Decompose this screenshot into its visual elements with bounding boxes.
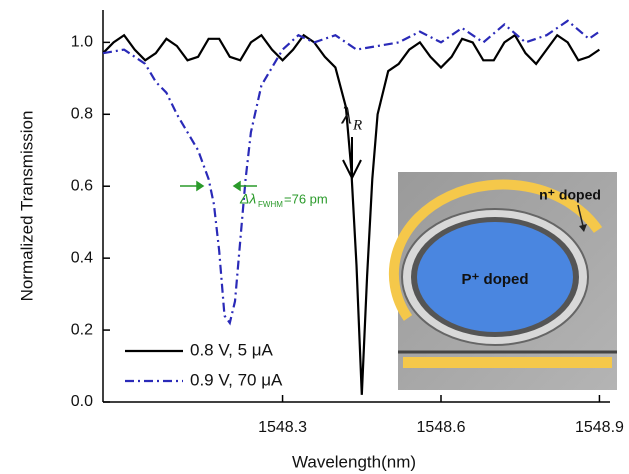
inset-image: n⁺ doped P⁺ doped [388, 172, 617, 390]
inset-label: P⁺ doped [461, 271, 528, 288]
y-tick-label: 0.8 [71, 106, 93, 123]
annotation: =76 pm [284, 191, 328, 206]
y-axis-label: Normalized Transmission [17, 111, 36, 302]
y-tick-label: 1.0 [71, 34, 93, 51]
legend-label: 0.8 V, 5 μA [190, 340, 274, 359]
x-tick-label: 1548.3 [258, 419, 307, 436]
x-tick-label: 1548.6 [417, 419, 466, 436]
annotation: λ [341, 104, 352, 130]
annotation: Δλ [239, 191, 256, 207]
series-line [102, 19, 601, 326]
series-line [102, 33, 601, 395]
annotation: R [352, 117, 362, 133]
y-tick-label: 0.2 [71, 321, 93, 338]
inset-label: n⁺ doped [539, 187, 601, 203]
legend-label: 0.9 V, 70 μA [190, 370, 283, 389]
x-tick-label: 1548.9 [575, 419, 624, 436]
y-tick-label: 0.4 [71, 249, 93, 266]
annotation: FWHM [258, 200, 283, 209]
y-tick-label: 0.0 [71, 393, 93, 410]
x-axis-label: Wavelength(nm) [292, 452, 416, 471]
y-tick-label: 0.6 [71, 177, 93, 194]
